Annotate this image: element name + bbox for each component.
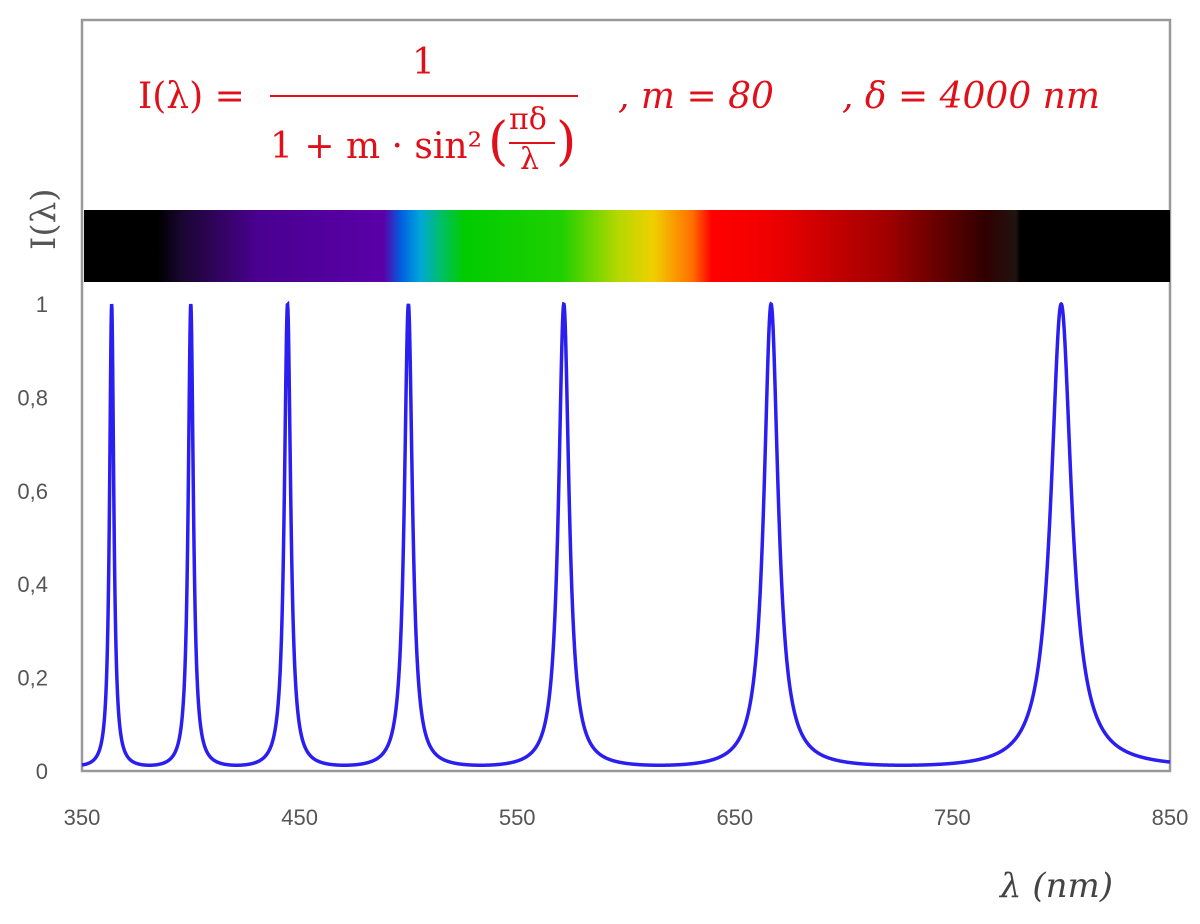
right-paren: )	[556, 112, 577, 172]
x-tick-label: 550	[499, 805, 536, 830]
x-tick-label: 450	[281, 805, 318, 830]
formula-numerator: 1	[412, 42, 435, 83]
y-tick-label: 0,8	[17, 385, 48, 410]
y-tick-label: 0,6	[17, 479, 48, 504]
y-tick-label: 0	[36, 759, 48, 784]
formula-denominator: 1 + m · sin²	[270, 126, 483, 167]
inner-fraction-bar	[509, 142, 555, 144]
formula-frac-bottom: λ	[520, 142, 540, 177]
y-tick-label: 0,2	[17, 666, 48, 691]
formula-param-m: , m = 80	[618, 76, 774, 117]
fraction-bar	[270, 95, 578, 97]
x-tick-label: 850	[1152, 805, 1189, 830]
spectrum-band	[84, 210, 1170, 282]
series-line-intensity	[81, 300, 1171, 767]
y-axis-label: I(λ)	[24, 188, 64, 250]
x-axis-label: λ (nm)	[998, 866, 1113, 906]
x-tick-label: 650	[716, 805, 753, 830]
plot-frame	[80, 18, 1172, 773]
y-tick-label: 0,4	[17, 572, 48, 597]
formula-param-delta: , δ = 4000 nm	[842, 76, 1100, 117]
x-tick-label: 750	[934, 805, 971, 830]
formula-lhs: I(λ) =	[138, 76, 245, 117]
x-tick-label: 350	[64, 805, 101, 830]
formula-frac-top: πδ	[509, 102, 547, 137]
y-tick-label: 1	[36, 292, 48, 317]
left-paren: (	[488, 112, 509, 172]
